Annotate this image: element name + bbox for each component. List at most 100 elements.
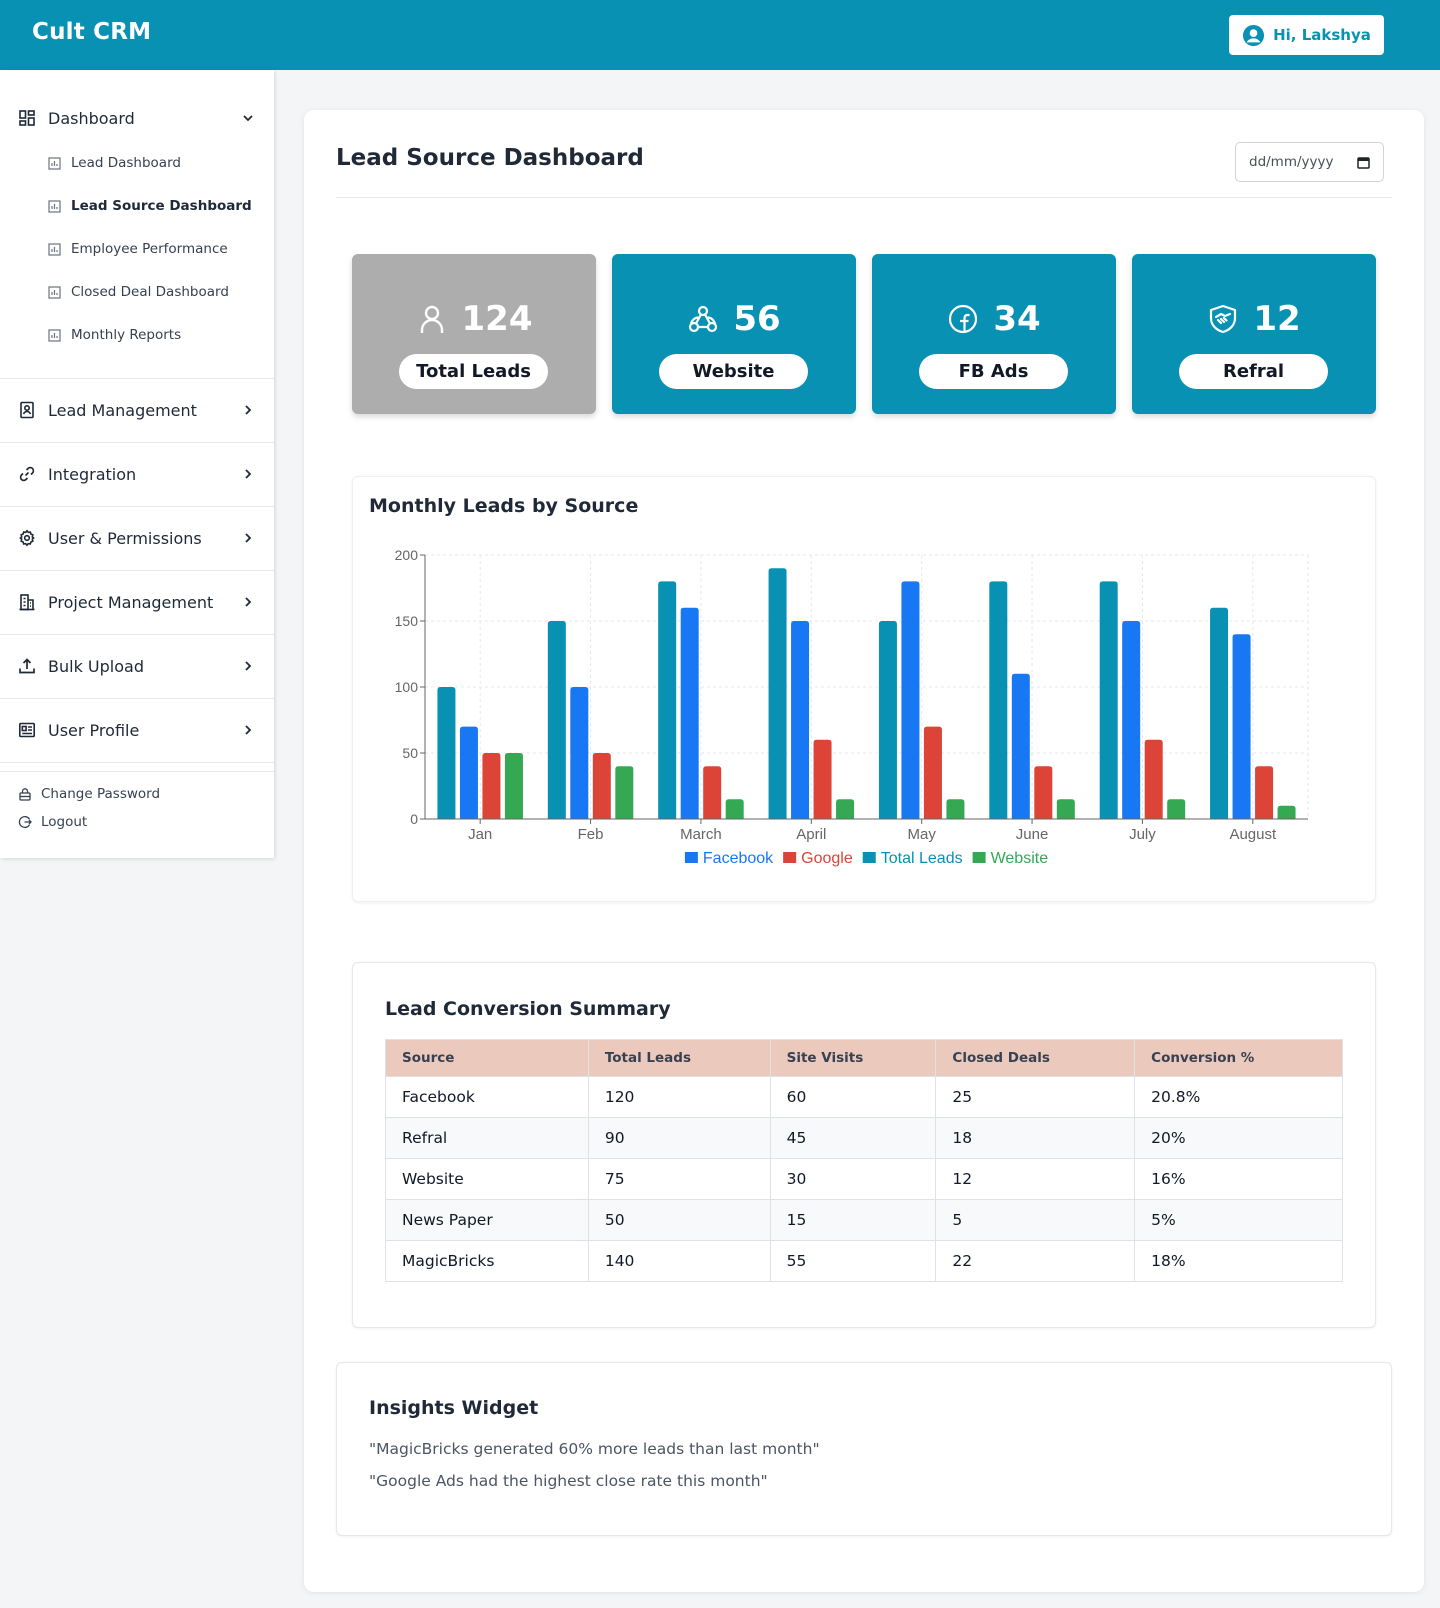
x-tick-label: August [1229, 826, 1277, 843]
bar-chart-icon [48, 328, 61, 342]
user-menu-button[interactable]: Hi, Lakshya [1229, 15, 1384, 55]
table-cell: 45 [769, 1117, 937, 1159]
bar-google [923, 726, 942, 819]
column-header-site-visits[interactable]: Site Visits [769, 1039, 937, 1077]
table-cell: 15 [769, 1199, 937, 1241]
table-cell: 30 [769, 1158, 937, 1200]
bar-website [504, 753, 523, 819]
bar-facebook [901, 581, 920, 819]
sidebar-item-label: Lead Management [48, 400, 197, 420]
x-tick-label: May [908, 826, 937, 843]
bar-website [1056, 799, 1075, 819]
y-tick-label: 0 [410, 811, 418, 827]
sidebar-item-user-permissions[interactable]: User & Permissions [0, 506, 274, 570]
change-password-label: Change Password [41, 786, 161, 802]
sidebar-subitem-label: Monthly Reports [71, 327, 182, 343]
table-cell: 50 [587, 1199, 771, 1241]
logout-link[interactable]: Logout [18, 814, 87, 830]
bar-total-leads [878, 621, 897, 819]
bar-website [836, 799, 855, 819]
bar-total-leads [989, 581, 1008, 819]
sidebar-divider [0, 378, 274, 379]
table-cell: 5 [935, 1199, 1136, 1241]
bar-facebook [1232, 634, 1251, 819]
table-cell: Website [385, 1158, 589, 1200]
sidebar-item-label: User & Permissions [48, 528, 202, 548]
bar-google [1144, 739, 1163, 819]
bar-chart-icon [48, 156, 61, 170]
bar-facebook [680, 607, 699, 819]
table-cell: 12 [935, 1158, 1136, 1200]
sidebar-subitem-label: Employee Performance [71, 241, 228, 257]
sidebar-subitem-lead-dashboard[interactable]: Lead Dashboard [48, 155, 181, 171]
sidebar-divider [0, 442, 274, 443]
table-cell: 75 [587, 1158, 771, 1200]
table-cell: 20% [1134, 1117, 1343, 1159]
table-cell: 5% [1134, 1199, 1343, 1241]
grid-icon [18, 109, 36, 127]
sidebar-item-bulk-upload[interactable]: Bulk Upload [0, 634, 274, 698]
table-cell: 120 [587, 1076, 771, 1118]
sidebar-item-user-profile[interactable]: User Profile [0, 698, 274, 762]
table-cell: 60 [769, 1076, 937, 1118]
stat-label: Total Leads [399, 354, 548, 389]
user-greeting: Hi, Lakshya [1273, 26, 1371, 44]
bar-website [1277, 805, 1296, 819]
column-header-closed-deals[interactable]: Closed Deals [935, 1039, 1136, 1077]
legend-label-total-leads: Total Leads [881, 850, 963, 867]
bar-website [615, 766, 634, 819]
table-header-row: Source Total Leads Site Visits Closed De… [385, 1039, 1343, 1077]
stat-card-website[interactable]: 56 Website [612, 254, 856, 414]
insights-widget: Insights Widget "MagicBricks generated 6… [336, 1362, 1392, 1536]
sidebar-subitem-closed-deal-dashboard[interactable]: Closed Deal Dashboard [48, 284, 229, 300]
y-tick-label: 200 [395, 547, 419, 563]
legend-swatch-total-leads [862, 852, 876, 863]
stat-card-total-leads[interactable]: 124 Total Leads [352, 254, 596, 414]
brand-logo[interactable]: Cult CRM [32, 19, 152, 45]
sidebar-subitem-label: Lead Source Dashboard [71, 198, 252, 214]
monthly-leads-chart: 0 50 100 150 200 Jan Feb March April May June July A… [395, 547, 1309, 867]
table-row: News Paper 50 15 5 5% [385, 1199, 1343, 1241]
date-filter-input[interactable]: dd/mm/yyyy [1235, 142, 1384, 182]
chevron-right-icon [245, 597, 252, 607]
bar-facebook [459, 726, 478, 819]
bar-google [592, 753, 611, 819]
sidebar-divider [0, 762, 274, 763]
bar-facebook [791, 621, 810, 819]
sidebar-divider [0, 506, 274, 507]
bar-total-leads [768, 568, 787, 819]
column-header-conversion[interactable]: Conversion % [1134, 1039, 1343, 1077]
sidebar-item-project-management[interactable]: Project Management [0, 570, 274, 634]
link-icon [18, 465, 36, 483]
lead-conversion-table: Source Total Leads Site Visits Closed De… [385, 1039, 1343, 1282]
stat-label: FB Ads [919, 354, 1068, 389]
table-cell: 16% [1134, 1158, 1343, 1200]
chevron-down-icon [243, 115, 253, 122]
bar-total-leads [437, 687, 456, 819]
x-tick-label: March [680, 826, 722, 843]
stat-card-refral[interactable]: 12 Refral [1132, 254, 1376, 414]
column-header-total-leads[interactable]: Total Leads [587, 1039, 771, 1077]
y-tick-label: 100 [395, 679, 419, 695]
top-bar: Cult CRM Hi, Lakshya [0, 0, 1440, 70]
stat-card-fb-ads[interactable]: 34 FB Ads [872, 254, 1116, 414]
sidebar-item-dashboard[interactable]: Dashboard [0, 86, 274, 150]
sidebar-item-label: Dashboard [48, 108, 135, 128]
sidebar-divider [0, 771, 274, 772]
contact-book-icon [18, 401, 36, 419]
lock-icon [18, 787, 32, 801]
sidebar-subitem-label: Lead Dashboard [71, 155, 181, 171]
column-header-source[interactable]: Source [385, 1039, 589, 1077]
sidebar-subitem-employee-performance[interactable]: Employee Performance [48, 241, 228, 257]
sidebar-subitem-lead-source-dashboard[interactable]: Lead Source Dashboard [48, 198, 252, 214]
sidebar: Dashboard Lead Dashboard Lead Source Das… [0, 70, 274, 858]
change-password-link[interactable]: Change Password [18, 786, 160, 802]
sidebar-item-integration[interactable]: Integration [0, 442, 274, 506]
sidebar-item-lead-management[interactable]: Lead Management [0, 378, 274, 442]
legend-swatch-website [972, 852, 986, 863]
sidebar-subitem-monthly-reports[interactable]: Monthly Reports [48, 327, 181, 343]
table-title: Lead Conversion Summary [385, 998, 671, 1020]
logout-icon [18, 815, 32, 829]
legend-label-facebook: Facebook [703, 850, 774, 867]
chevron-right-icon [245, 661, 252, 671]
